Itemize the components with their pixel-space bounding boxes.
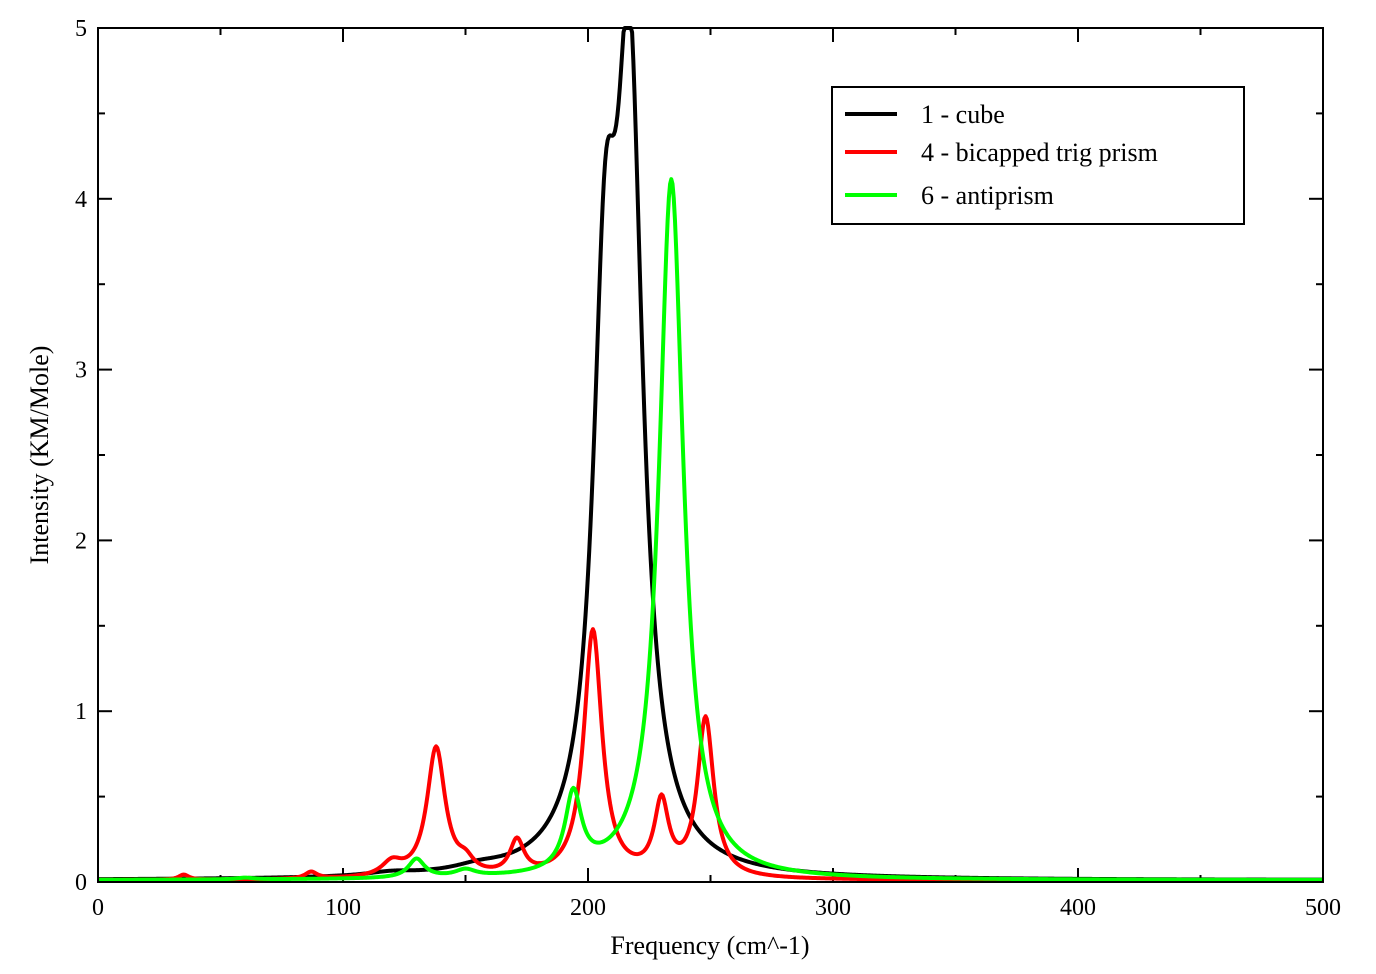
legend-label-bicapped: 4 - bicapped trig prism	[921, 138, 1158, 167]
x-axis-label: Frequency (cm^-1)	[610, 931, 809, 960]
y-tick-label: 1	[75, 699, 87, 725]
y-tick-label: 5	[75, 16, 87, 42]
series-curves	[97, 26, 1324, 883]
x-tick-label: 100	[325, 895, 361, 921]
legend: 1 - cube 4 - bicapped trig prism 6 - ant…	[831, 86, 1245, 225]
y-tick-label: 2	[75, 528, 87, 554]
x-tick-label: 300	[815, 895, 851, 921]
y-axis-label: Intensity (KM/Mole)	[25, 346, 54, 565]
legend-label-antiprism: 6 - antiprism	[921, 181, 1054, 210]
x-tick-label: 500	[1305, 895, 1341, 921]
x-tick-label: 400	[1060, 895, 1096, 921]
series-line-antiprism	[97, 177, 1324, 882]
x-tick-label: 0	[92, 895, 104, 921]
legend-label-cube: 1 - cube	[921, 100, 1005, 129]
axis-tick-labels: 0 100 200 300 400 500 0 1 2 3 4 5	[75, 16, 1341, 921]
y-tick-label: 0	[75, 870, 87, 896]
x-tick-label: 200	[570, 895, 606, 921]
y-tick-label: 4	[75, 187, 87, 213]
legend-box	[831, 86, 1245, 225]
y-tick-label: 3	[75, 358, 87, 384]
plot-frame	[97, 27, 1324, 883]
